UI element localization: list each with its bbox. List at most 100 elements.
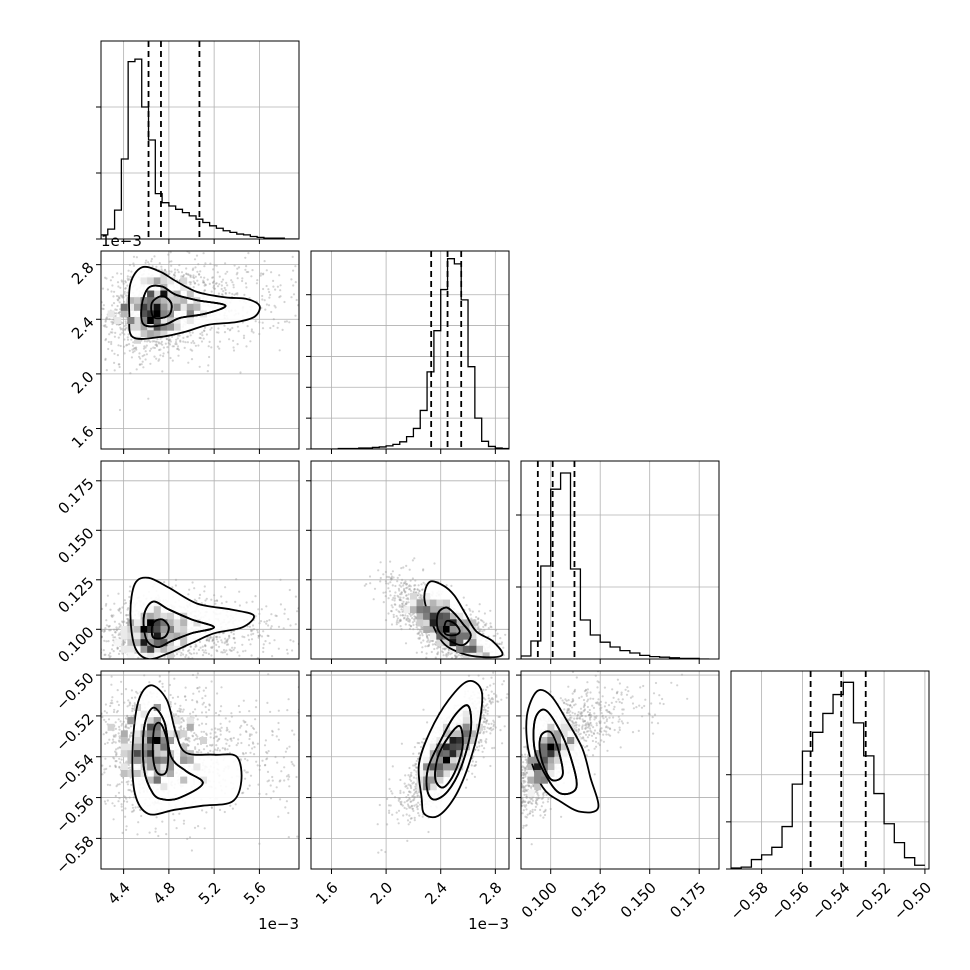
sample-point [125, 723, 128, 726]
sample-point [211, 638, 214, 641]
sample-point [182, 649, 185, 652]
sample-point [198, 365, 201, 368]
sample-point [220, 686, 223, 689]
sample-point [235, 578, 238, 581]
sample-point [119, 611, 122, 614]
sample-point [123, 333, 126, 336]
density-cell [127, 297, 135, 305]
sample-point [114, 741, 117, 744]
sample-point [171, 345, 174, 348]
sample-point [341, 303, 343, 305]
sample-point [226, 284, 229, 287]
density-cell [134, 632, 141, 640]
sample-point [255, 699, 258, 702]
sample-point [118, 301, 121, 304]
sample-point [306, 366, 308, 368]
sample-point [123, 641, 126, 644]
sample-point [190, 652, 193, 656]
sample-point [294, 265, 297, 268]
sample-point [160, 268, 163, 271]
sample-point [228, 338, 231, 341]
sample-point [88, 620, 90, 622]
sample-point [180, 651, 183, 655]
sample-point [231, 281, 234, 284]
sample-point [115, 785, 118, 788]
sample-point [116, 646, 119, 650]
sample-point [124, 807, 127, 810]
density-cell [193, 303, 201, 311]
sample-point [128, 737, 131, 740]
sample-point [232, 339, 235, 342]
sample-point [184, 655, 187, 659]
sample-point [184, 341, 187, 344]
density-cell [160, 330, 168, 338]
sample-point [223, 747, 227, 750]
density-peak [140, 303, 148, 311]
sample-point [112, 636, 115, 639]
sample-point [332, 635, 334, 637]
sample-point [130, 696, 134, 700]
sample-point [291, 729, 294, 732]
sample-point [182, 653, 185, 656]
sample-point [212, 276, 215, 279]
sample-point [151, 666, 153, 668]
sample-point [171, 335, 174, 338]
sample-point [92, 616, 94, 618]
sample-point [285, 800, 288, 803]
sample-point [121, 652, 124, 655]
sample-point [132, 347, 136, 350]
sample-point [122, 329, 125, 332]
sample-point [160, 265, 163, 268]
sample-point [112, 295, 115, 298]
sample-point [243, 636, 246, 639]
sample-point [110, 340, 113, 344]
sample-point [120, 279, 123, 282]
sample-point [216, 271, 219, 274]
sample-point [230, 715, 233, 718]
sample-point [108, 624, 111, 628]
sample-point [143, 345, 146, 348]
sample-point [250, 328, 253, 331]
sample-point [210, 326, 213, 330]
sample-point [218, 636, 221, 639]
sample-point [294, 281, 297, 284]
sample-point [128, 681, 130, 683]
sample-point [131, 665, 133, 667]
sample-point [263, 299, 266, 302]
sample-point [97, 301, 99, 303]
sample-point [226, 739, 229, 742]
sample-point [296, 610, 299, 613]
sample-point [158, 262, 161, 265]
sample-point [228, 744, 231, 748]
sample-point [189, 645, 193, 648]
density-cell [180, 303, 188, 311]
sample-point [173, 268, 177, 271]
density-peak [147, 626, 155, 633]
sample-point [119, 649, 122, 653]
sample-point [322, 615, 324, 617]
sample-point [167, 351, 170, 354]
sample-point [126, 275, 129, 278]
sample-point [158, 348, 161, 352]
sample-point [116, 747, 119, 750]
sample-point [211, 645, 214, 649]
sample-point [194, 266, 197, 269]
sample-point [188, 649, 191, 652]
sample-point [245, 771, 248, 774]
sample-point [175, 338, 178, 341]
sample-point [112, 818, 115, 821]
sample-point [141, 355, 144, 358]
sample-point [93, 315, 95, 317]
sample-point [239, 733, 242, 736]
sample-point [192, 286, 195, 289]
sample-point [118, 737, 121, 740]
sample-point [247, 270, 250, 274]
sample-point [116, 700, 119, 703]
sample-point [144, 662, 146, 664]
sample-point [271, 734, 274, 737]
sample-point [109, 608, 112, 611]
sample-point [301, 787, 303, 789]
sample-point [305, 769, 307, 771]
sample-point [263, 690, 265, 692]
density-peak [160, 639, 168, 647]
